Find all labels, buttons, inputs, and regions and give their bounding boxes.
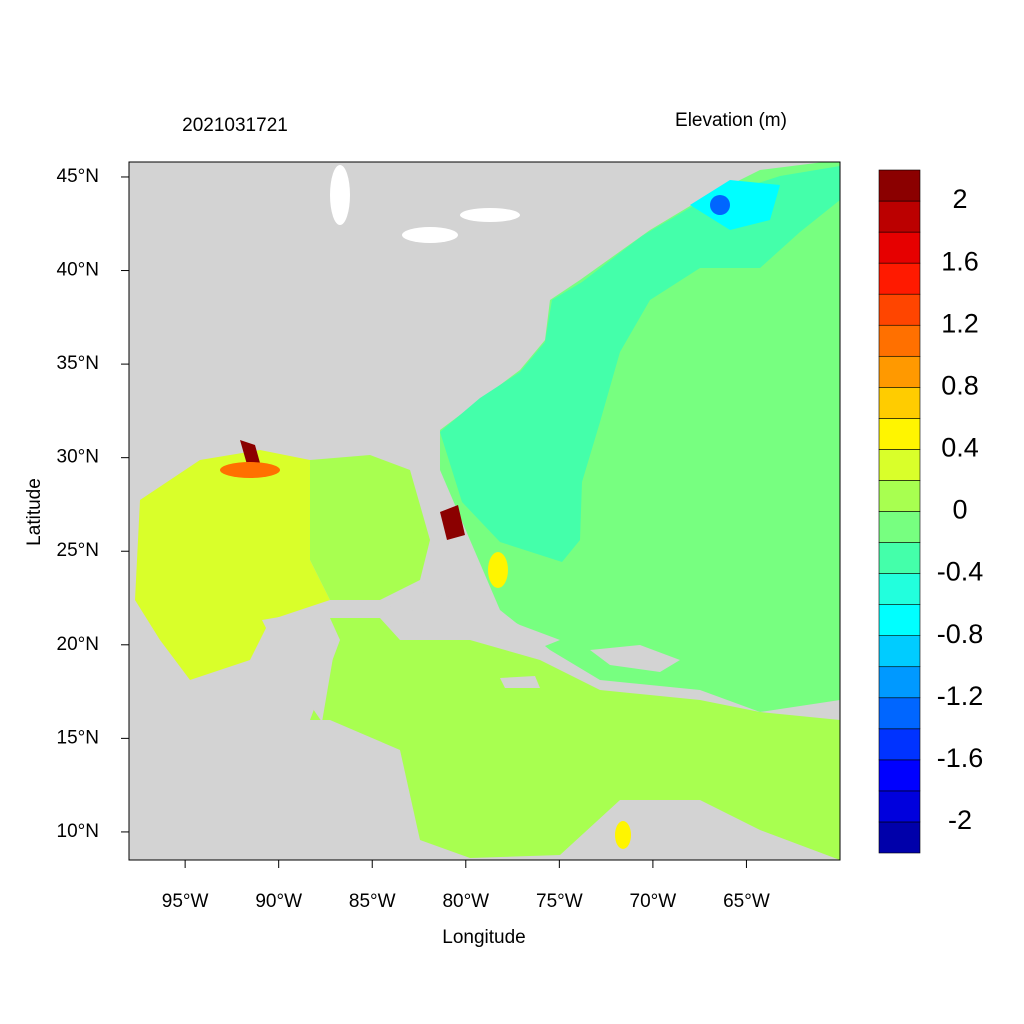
jamaica — [500, 676, 540, 688]
colorbar-box — [878, 355, 921, 388]
colorbar-box — [878, 573, 921, 605]
y-tick-label: 40°N — [57, 260, 99, 281]
colorbar-box — [878, 542, 921, 574]
x-tick-label: 95°W — [162, 891, 209, 912]
bahamas-high — [488, 552, 508, 588]
y-tick-label: 15°N — [57, 727, 99, 748]
colorbar-box — [878, 728, 921, 761]
x-tick-label: 90°W — [255, 891, 302, 912]
lake — [460, 208, 520, 222]
colorbar-box — [878, 418, 921, 450]
colorbar-tick-label: -0.4 — [937, 557, 984, 587]
colorbar-box — [878, 231, 921, 264]
colorbar-box — [878, 169, 921, 202]
x-tick-label: 80°W — [442, 891, 489, 912]
gulf-of-maine — [690, 180, 780, 230]
y-tick-label: 10°N — [57, 821, 99, 842]
x-tick-label: 85°W — [349, 891, 396, 912]
colorbar-box — [878, 324, 921, 357]
colorbar-box — [878, 262, 921, 295]
hispaniola — [590, 645, 680, 672]
colorbar: -2 -1.6 -1.2 -0.8 -0.4 0 0.4 0.8 1.2 1.6 2 — [878, 169, 984, 854]
colorbar-box — [878, 790, 921, 823]
y-tick-label: 45°N — [57, 166, 99, 187]
gulf-east — [310, 455, 430, 600]
yucatan — [262, 610, 336, 722]
colorbar-tick-label: -0.8 — [937, 619, 984, 649]
colorbar-box — [878, 604, 921, 636]
x-axis-label: Longitude — [442, 927, 525, 948]
colorbar-box — [878, 697, 921, 730]
colorbar-title: Elevation (m) — [675, 110, 787, 131]
x-tick-label: 70°W — [630, 891, 677, 912]
atlantic-shelf — [440, 166, 840, 562]
surge-low — [710, 195, 730, 215]
florida-surge — [440, 505, 465, 540]
colorbar-box — [878, 480, 921, 512]
colorbar-box — [878, 387, 921, 419]
cuba — [380, 592, 560, 648]
y-tick-label: 20°N — [57, 634, 99, 655]
plot-frame — [128, 161, 841, 861]
maracaibo — [615, 821, 631, 849]
colorbar-box — [878, 449, 921, 481]
colorbar-box — [878, 511, 921, 543]
x-tick-label: 65°W — [723, 891, 770, 912]
x-tick-label: 75°W — [536, 891, 583, 912]
y-tick-label: 30°N — [57, 447, 99, 468]
y-tick-label: 25°N — [57, 540, 99, 561]
colorbar-tick-label: -1.6 — [937, 743, 984, 773]
colorbar-tick-label: 1.2 — [941, 308, 979, 338]
colorbar-tick-label: 0 — [952, 495, 967, 525]
colorbar-box — [878, 635, 921, 668]
coastal-high — [220, 462, 280, 478]
colorbar-box — [878, 759, 921, 792]
caribbean — [310, 618, 840, 860]
colorbar-box — [878, 293, 921, 326]
colorbar-tick-label: -2 — [948, 805, 972, 835]
colorbar-tick-label: 0.4 — [941, 433, 979, 463]
colorbar-box — [878, 821, 921, 854]
lake — [330, 165, 350, 225]
lake — [402, 227, 458, 243]
colorbar-tick-label: 0.8 — [941, 370, 979, 400]
colorbar-box — [878, 200, 921, 233]
y-axis-label: Latitude — [24, 478, 45, 546]
colorbar-box — [878, 666, 921, 699]
atlantic — [440, 162, 840, 712]
gulf-west — [135, 450, 330, 680]
colorbar-tick-label: 2 — [952, 184, 967, 214]
colorbar-tick-label: 1.6 — [941, 246, 979, 276]
chart-title: 2021031721 — [182, 115, 288, 136]
y-tick-label: 35°N — [57, 353, 99, 374]
colorbar-tick-label: -1.2 — [937, 681, 984, 711]
map — [129, 162, 840, 860]
